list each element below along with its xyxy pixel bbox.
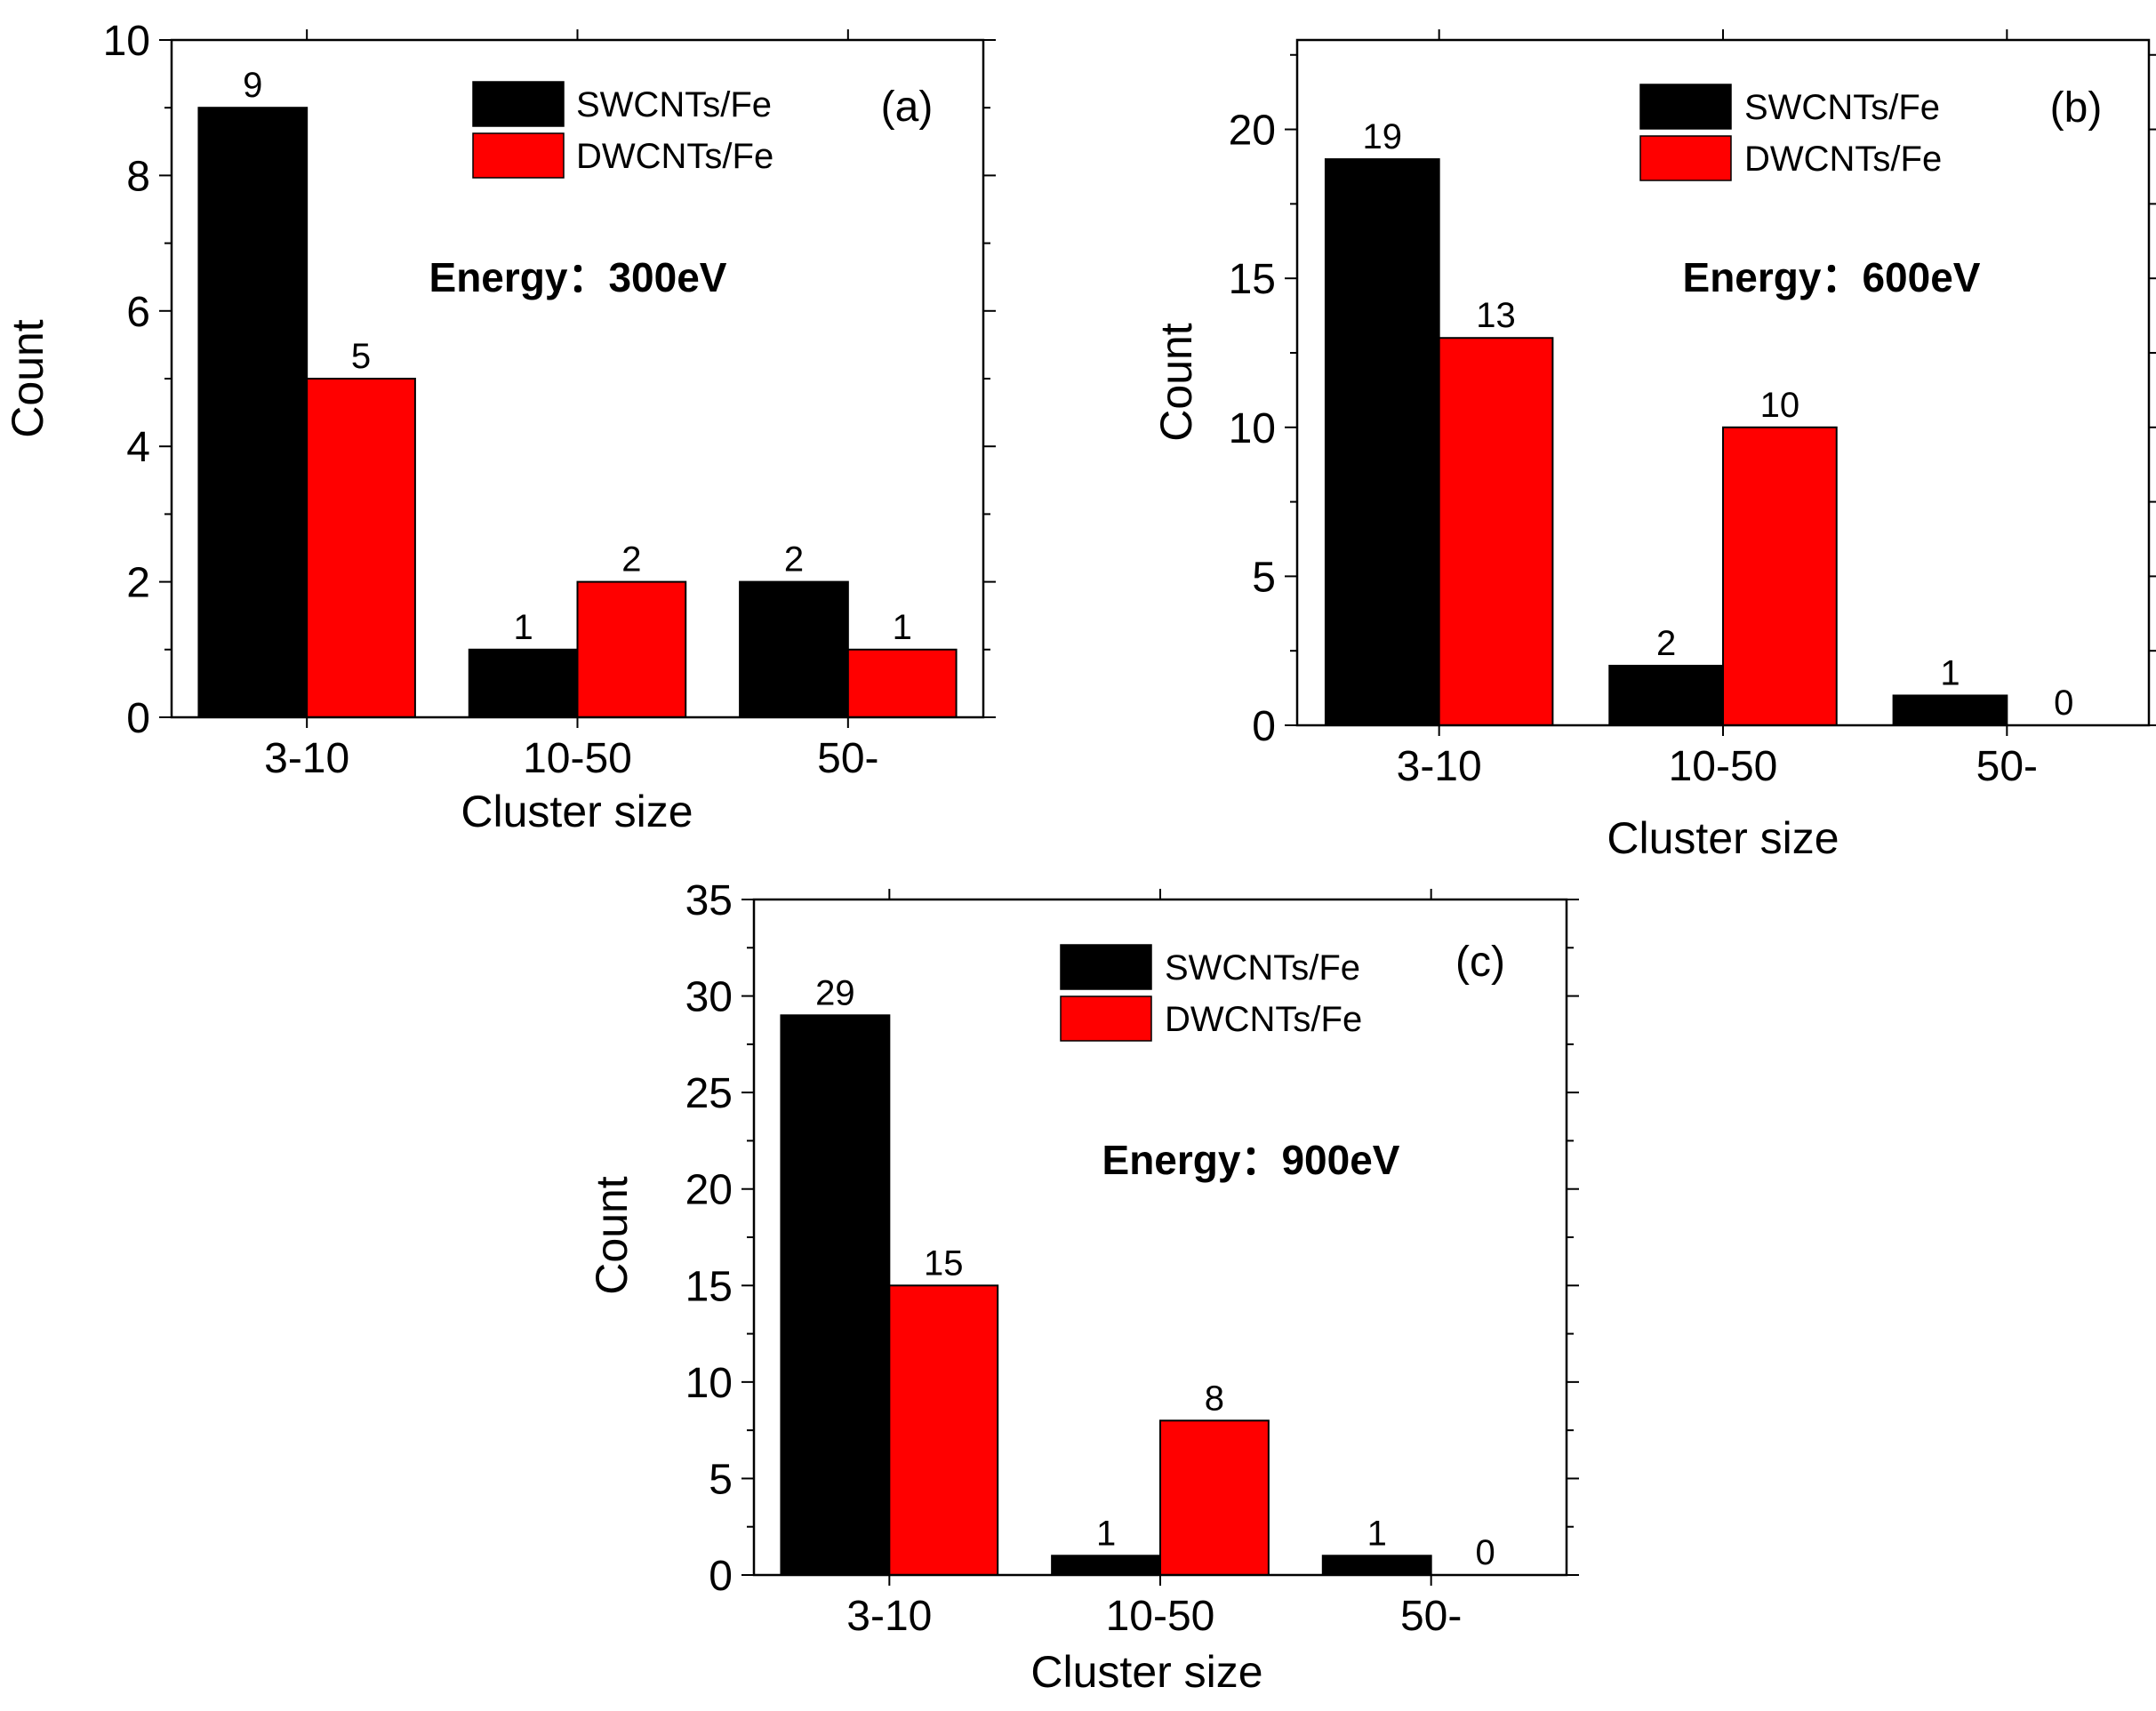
bar-value-label: 15 bbox=[924, 1243, 964, 1283]
y-tick-label: 0 bbox=[126, 695, 150, 742]
bar-value-label: 1 bbox=[1367, 1514, 1387, 1553]
y-tick-label: 0 bbox=[1252, 703, 1276, 750]
bar-swcnts-fe-10-50 bbox=[468, 648, 579, 718]
x-axis-title: Cluster size bbox=[1030, 1647, 1262, 1697]
bar-swcnts-fe-50- bbox=[1321, 1555, 1432, 1577]
bar-dwcnts-fe-50- bbox=[846, 648, 958, 718]
panel-label: (b) bbox=[2050, 84, 2103, 132]
y-tick-label: 15 bbox=[685, 1263, 733, 1310]
bar-value-label: 10 bbox=[1760, 386, 1800, 425]
bar-value-label: 8 bbox=[1205, 1379, 1224, 1418]
legend-label: SWCNTs/Fe bbox=[1744, 88, 1940, 127]
legend-swatch-dwcnts-fe bbox=[472, 132, 565, 179]
x-tick-label: 50- bbox=[1400, 1593, 1462, 1640]
legend-label: SWCNTs/Fe bbox=[1165, 948, 1360, 987]
plot-frame bbox=[1295, 38, 2151, 727]
y-tick-label: 25 bbox=[685, 1070, 733, 1117]
y-tick-label: 0 bbox=[709, 1553, 733, 1600]
bar-dwcnts-fe-3-10 bbox=[888, 1284, 999, 1577]
bar-value-label: 1 bbox=[514, 608, 533, 647]
bar-value-label: 19 bbox=[1363, 117, 1403, 156]
energy-annotation: Energy：300eV bbox=[429, 254, 727, 300]
legend-swatch-swcnts-fe bbox=[472, 81, 565, 127]
y-axis-title: Count bbox=[587, 1176, 637, 1295]
bar-swcnts-fe-3-10 bbox=[1324, 158, 1440, 726]
bar-value-label: 9 bbox=[243, 66, 262, 105]
bar-value-label: 5 bbox=[351, 337, 371, 376]
x-tick-label: 10-50 bbox=[1669, 743, 1778, 790]
legend-label: DWCNTs/Fe bbox=[576, 137, 773, 176]
bar-value-label: 0 bbox=[2054, 684, 2073, 723]
y-tick-label: 8 bbox=[126, 153, 150, 200]
bar-dwcnts-fe-10-50 bbox=[576, 580, 687, 718]
bar-swcnts-fe-10-50 bbox=[1051, 1555, 1161, 1577]
bar-value-label: 1 bbox=[1096, 1514, 1116, 1553]
bar-dwcnts-fe-10-50 bbox=[1159, 1419, 1270, 1577]
y-tick-label: 5 bbox=[1252, 554, 1276, 601]
x-axis-title: Cluster size bbox=[461, 787, 693, 836]
bar-value-label: 1 bbox=[893, 608, 912, 647]
bar-value-label: 2 bbox=[784, 540, 804, 580]
legend-swatch-dwcnts-fe bbox=[1060, 995, 1152, 1042]
x-tick-label: 10-50 bbox=[523, 735, 632, 782]
legend-swatch-dwcnts-fe bbox=[1639, 135, 1732, 181]
bar-swcnts-fe-3-10 bbox=[197, 107, 309, 718]
y-tick-label: 4 bbox=[126, 424, 150, 471]
legend-label: SWCNTs/Fe bbox=[576, 85, 772, 124]
legend-label: DWCNTs/Fe bbox=[1744, 140, 1942, 179]
legend-label: DWCNTs/Fe bbox=[1165, 1000, 1362, 1039]
x-tick-label: 3-10 bbox=[264, 735, 349, 782]
x-tick-label: 50- bbox=[1976, 743, 2038, 790]
bar-swcnts-fe-50- bbox=[1892, 694, 2008, 727]
energy-annotation: Energy：900eV bbox=[1102, 1137, 1400, 1183]
y-tick-label: 35 bbox=[685, 877, 733, 924]
x-tick-label: 3-10 bbox=[846, 1593, 932, 1640]
x-tick-label: 50- bbox=[817, 735, 878, 782]
y-tick-label: 2 bbox=[126, 560, 150, 607]
y-tick-label: 10 bbox=[685, 1360, 733, 1407]
y-tick-label: 6 bbox=[126, 289, 150, 336]
bar-value-label: 2 bbox=[1656, 624, 1676, 663]
bar-dwcnts-fe-3-10 bbox=[306, 378, 416, 718]
bar-swcnts-fe-3-10 bbox=[780, 1014, 891, 1577]
y-axis-title: Count bbox=[1151, 323, 1201, 442]
plot-frame bbox=[170, 38, 985, 719]
bar-dwcnts-fe-10-50 bbox=[1722, 426, 1838, 726]
y-tick-label: 30 bbox=[685, 974, 733, 1021]
bar-value-label: 13 bbox=[1476, 296, 1516, 335]
bar-value-label: 29 bbox=[815, 973, 855, 1012]
x-tick-label: 3-10 bbox=[1397, 743, 1482, 790]
legend-swatch-swcnts-fe bbox=[1639, 84, 1732, 130]
panel-label: (a) bbox=[881, 84, 934, 131]
panel-label: (c) bbox=[1455, 939, 1505, 986]
bar-dwcnts-fe-3-10 bbox=[1438, 337, 1554, 726]
bar-swcnts-fe-10-50 bbox=[1608, 664, 1725, 727]
energy-annotation: Energy：600eV bbox=[1683, 254, 1981, 300]
bar-value-label: 0 bbox=[1475, 1533, 1495, 1572]
legend-swatch-swcnts-fe bbox=[1060, 944, 1152, 990]
y-tick-label: 15 bbox=[1229, 256, 1276, 303]
y-tick-label: 10 bbox=[103, 18, 150, 65]
y-axis-title: Count bbox=[3, 319, 52, 438]
bar-value-label: 2 bbox=[621, 540, 641, 580]
bar-swcnts-fe-50- bbox=[739, 580, 849, 718]
x-tick-label: 10-50 bbox=[1106, 1593, 1215, 1640]
bar-value-label: 1 bbox=[1940, 653, 1960, 692]
y-tick-label: 20 bbox=[685, 1167, 733, 1214]
y-tick-label: 20 bbox=[1229, 108, 1276, 155]
y-tick-label: 5 bbox=[709, 1456, 733, 1503]
x-axis-title: Cluster size bbox=[1607, 813, 1839, 863]
plot-frame bbox=[752, 898, 1568, 1577]
chart-panel-a: 9 5 3-10 1 2 10-50 2 1 50- 0 2 4 6 8 10 SWCNTs/Fe DWCNTs… bbox=[3, 18, 996, 836]
y-tick-label: 10 bbox=[1229, 405, 1276, 452]
